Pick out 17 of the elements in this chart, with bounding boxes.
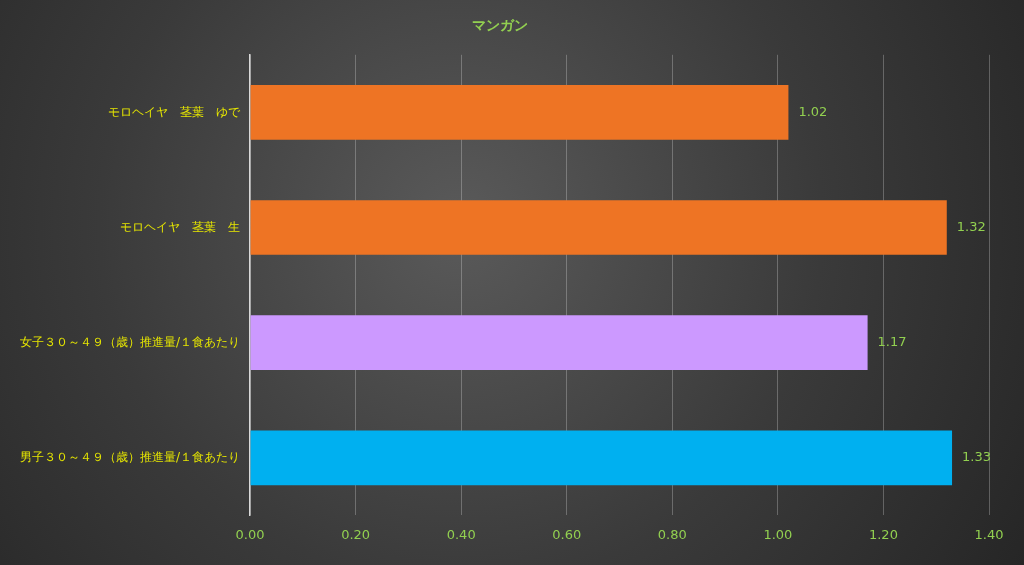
- data-label: 1.32: [956, 218, 986, 234]
- x-tick-label: 0.60: [552, 526, 582, 542]
- y-tick-label: 女子３０～４９（歳）推進量/１食あたり: [20, 334, 241, 349]
- x-tick-label: 0.00: [235, 526, 265, 542]
- y-tick-label: モロヘイヤ 茎葉 生: [120, 219, 241, 234]
- x-tick-label: 1.20: [868, 526, 898, 542]
- x-tick-label: 1.00: [763, 526, 793, 542]
- x-tick-label: 0.80: [657, 526, 687, 542]
- data-label: 1.17: [877, 334, 907, 350]
- y-tick-label: モロヘイヤ 茎葉 ゆで: [108, 104, 242, 119]
- x-tick-label: 1.40: [974, 526, 1004, 542]
- x-tick-label: 0.40: [446, 526, 476, 542]
- x-tick-label: 0.20: [341, 526, 371, 542]
- data-label: 1.02: [798, 103, 828, 119]
- chart-title: マンガン: [471, 17, 528, 34]
- data-label: 1.33: [962, 449, 992, 465]
- y-tick-label: 男子３０～４９（歳）推進量/１食あたり: [20, 449, 241, 464]
